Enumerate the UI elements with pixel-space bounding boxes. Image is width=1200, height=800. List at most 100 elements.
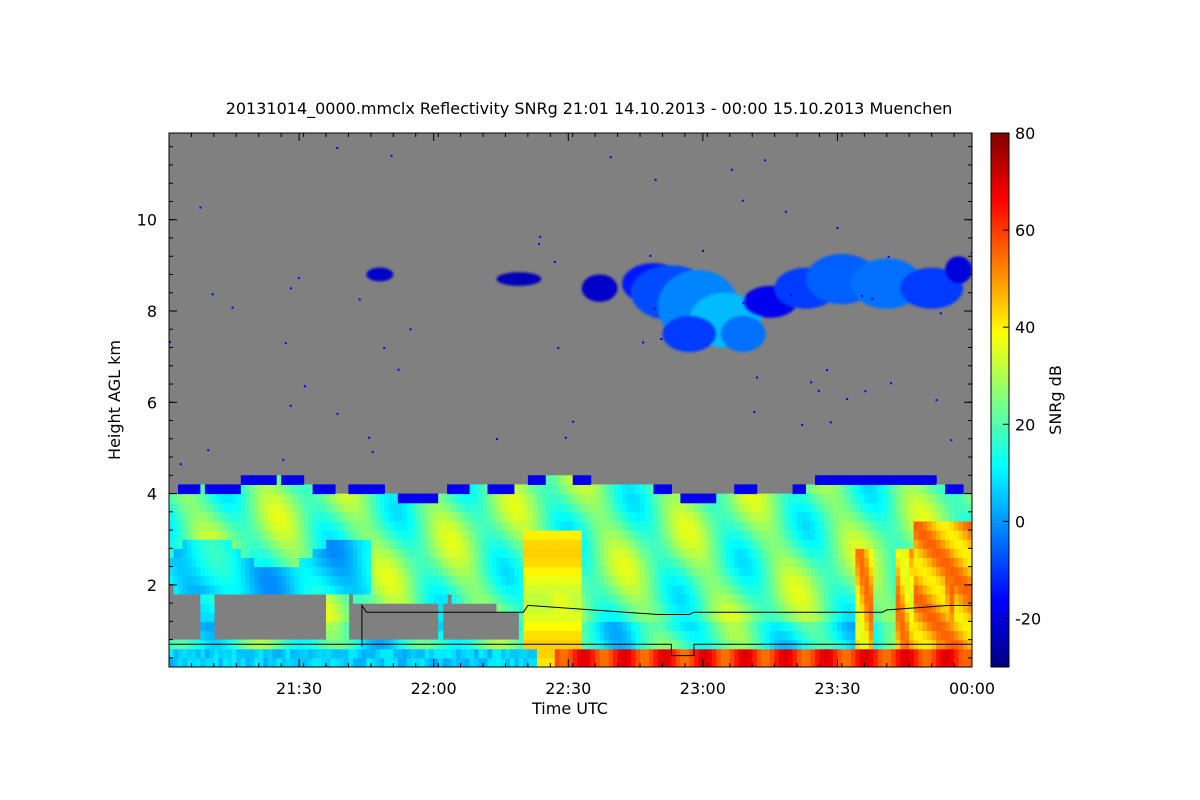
field-cell bbox=[213, 493, 219, 504]
field-cell bbox=[711, 530, 717, 540]
field-cell bbox=[335, 612, 341, 622]
field-cell bbox=[882, 502, 888, 513]
field-cell bbox=[819, 557, 825, 568]
field-cell bbox=[891, 530, 897, 540]
field-cell bbox=[958, 612, 964, 622]
field-cell bbox=[891, 584, 897, 595]
field-cell bbox=[707, 502, 713, 513]
field-cell bbox=[666, 566, 672, 577]
field-cell bbox=[761, 502, 767, 513]
field-cell bbox=[258, 557, 264, 568]
field-cell bbox=[258, 530, 264, 540]
field-cell bbox=[532, 648, 538, 659]
field-cell bbox=[469, 511, 475, 522]
field-cell bbox=[841, 475, 847, 485]
field-cell bbox=[900, 484, 906, 495]
field-cell bbox=[779, 548, 785, 558]
field-cell bbox=[276, 548, 282, 558]
field-cell bbox=[541, 502, 547, 513]
field-cell bbox=[523, 612, 529, 622]
field-cell bbox=[819, 621, 825, 632]
field-cell bbox=[572, 539, 578, 549]
field-cell bbox=[563, 657, 569, 667]
field-cell bbox=[213, 520, 219, 531]
field-cell bbox=[393, 520, 399, 531]
field-cell bbox=[240, 566, 246, 577]
field-cell bbox=[577, 648, 583, 659]
field-cell bbox=[792, 566, 798, 577]
field-cell bbox=[222, 557, 228, 568]
field-cell bbox=[967, 648, 972, 659]
field-cell bbox=[725, 657, 731, 667]
field-cell bbox=[604, 621, 610, 632]
field-cell bbox=[806, 584, 812, 595]
field-cell bbox=[653, 530, 659, 540]
field-cell bbox=[483, 566, 489, 577]
field-cell bbox=[384, 520, 390, 531]
field-cell bbox=[644, 594, 650, 604]
field-cell bbox=[693, 630, 699, 641]
x-tick-label: 23:00 bbox=[680, 679, 726, 698]
field-cell bbox=[523, 557, 529, 568]
field-cell bbox=[877, 511, 883, 522]
field-cell bbox=[595, 594, 601, 604]
field-cell bbox=[447, 502, 453, 513]
field-cell bbox=[707, 539, 713, 549]
field-cell bbox=[868, 657, 874, 667]
field-cell bbox=[424, 548, 430, 558]
field-cell bbox=[658, 557, 664, 568]
field-cell bbox=[317, 520, 323, 531]
field-cell bbox=[460, 539, 466, 549]
field-cell bbox=[806, 520, 812, 531]
field-cell bbox=[604, 566, 610, 577]
field-cell bbox=[581, 539, 587, 549]
field-cell bbox=[402, 539, 408, 549]
field-cell bbox=[644, 621, 650, 632]
field-cell bbox=[460, 575, 466, 586]
field-cell bbox=[182, 530, 188, 540]
field-cell bbox=[967, 657, 972, 667]
field-cell bbox=[949, 484, 955, 495]
field-cell bbox=[231, 539, 237, 549]
field-cell bbox=[725, 557, 731, 568]
field-cell bbox=[178, 539, 184, 549]
field-cell bbox=[774, 584, 780, 595]
field-cell bbox=[393, 575, 399, 586]
field-cell bbox=[303, 502, 309, 513]
field-cell bbox=[626, 603, 632, 613]
field-cell bbox=[442, 548, 448, 558]
field-cell bbox=[617, 530, 623, 540]
field-cell bbox=[415, 511, 421, 522]
field-cell bbox=[904, 539, 910, 549]
field-cell bbox=[258, 539, 264, 549]
field-cell bbox=[729, 530, 735, 540]
field-cell bbox=[339, 621, 345, 632]
field-cell bbox=[366, 594, 372, 604]
field-cell bbox=[541, 484, 547, 495]
field-cell bbox=[411, 566, 417, 577]
field-cell bbox=[873, 630, 879, 641]
field-cell bbox=[420, 530, 426, 540]
field-cell bbox=[626, 493, 632, 504]
field-cell bbox=[572, 530, 578, 540]
field-cell bbox=[209, 575, 215, 586]
field-cell bbox=[397, 548, 403, 558]
field-cell bbox=[680, 584, 686, 595]
field-cell bbox=[487, 557, 493, 568]
field-cell bbox=[451, 511, 457, 522]
field-cell bbox=[465, 657, 471, 667]
field-cell bbox=[312, 502, 318, 513]
field-cell bbox=[662, 630, 668, 641]
field-cell bbox=[743, 621, 749, 632]
field-cell bbox=[626, 520, 632, 531]
field-cell bbox=[608, 648, 614, 659]
field-cell bbox=[258, 520, 264, 531]
field-cell bbox=[285, 511, 291, 522]
field-cell bbox=[658, 511, 664, 522]
field-cell bbox=[716, 548, 722, 558]
field-cell bbox=[245, 502, 251, 513]
field-cell bbox=[303, 530, 309, 540]
field-cell bbox=[442, 539, 448, 549]
field-cell bbox=[635, 594, 641, 604]
field-cell bbox=[815, 484, 821, 495]
